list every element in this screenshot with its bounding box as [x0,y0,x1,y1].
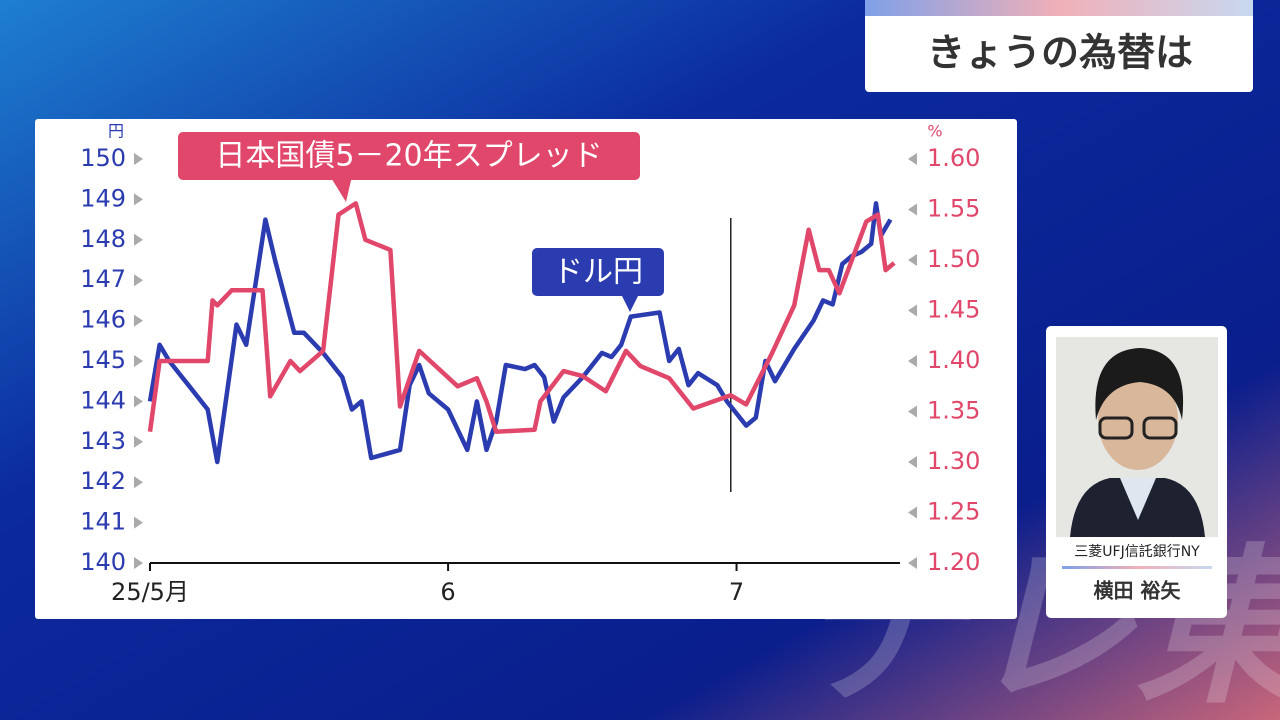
y2-tick-label: 1.50 [927,245,980,273]
y-tick-label: 145 [80,346,126,374]
y2-tick-label: 1.60 [927,144,980,172]
y-tick-label: 147 [80,265,126,293]
photo-hair [1095,348,1184,420]
y2-tick-mark [908,506,917,519]
y-tick-mark [134,193,143,206]
photo-shirt [1120,478,1156,520]
y-tick-label: 142 [80,467,126,495]
y-tick-label: 141 [80,508,126,536]
guest-name: 横田 裕矢 [1094,579,1182,603]
y-tick-label: 140 [80,548,126,576]
y2-tick-label: 1.55 [927,195,980,223]
y2-tick-mark [908,355,917,367]
y-tick-mark [134,395,143,408]
y-tick-mark [134,476,143,489]
y2-tick-mark [908,557,917,569]
photo-glasses [1142,416,1178,440]
label-box [532,248,664,296]
series-line [147,201,896,434]
photo-glasses [1098,416,1134,440]
guest-company: 三菱UFJ信託銀行NY [1074,544,1200,560]
y2-tick-mark [908,456,917,468]
label-box [178,132,640,180]
y-tick-mark [134,557,143,569]
title: きょうの為替は [927,31,1193,75]
y2-tick-label: 1.25 [927,498,980,526]
y-tick-mark [134,516,143,529]
series-line [147,201,893,465]
x-tick-label: 25/5月 [111,578,189,606]
y-tick-mark [134,153,143,165]
y2-tick-label: 1.45 [927,296,980,324]
y-tick-label: 143 [80,427,126,455]
y2-tick-mark [908,254,917,266]
y-unit: 円 [108,122,124,141]
y-tick-mark [134,274,143,287]
photo-face [1098,370,1178,470]
y-tick-label: 144 [80,386,126,414]
y2-tick-mark [908,203,917,216]
y-tick-mark [134,355,143,367]
y2-tick-label: 1.30 [927,447,980,475]
y-tick-mark [134,233,143,246]
series-label: 日本国債5－20年スプレッド [215,139,602,174]
y2-tick-label: 1.40 [927,346,980,374]
label-pointer [620,292,640,312]
y-tick-label: 149 [80,184,126,212]
y2-tick-mark [908,304,917,317]
y2-tick-label: 1.20 [927,548,980,576]
chart: 140 141 142 143 144 145 146 147 148 149 150 円 1.20 1.… [80,122,980,607]
y-tick-mark [134,314,143,327]
y2-tick-mark [908,405,917,418]
label-pointer [330,176,352,202]
y-tick-label: 150 [80,144,126,172]
x-tick-label: 7 [729,578,744,606]
y2-tick-mark [908,153,917,165]
x-tick-label: 6 [440,578,455,606]
guest-divider [1062,566,1212,569]
title-bar [865,0,1253,16]
y2-tick-label: 1.35 [927,397,980,425]
title-card [865,0,1253,92]
y-tick-mark [134,435,143,448]
y-tick-label: 148 [80,225,126,253]
series-label: ドル円 [553,255,643,290]
y2-unit: % [927,122,942,141]
y-tick-label: 146 [80,306,126,334]
